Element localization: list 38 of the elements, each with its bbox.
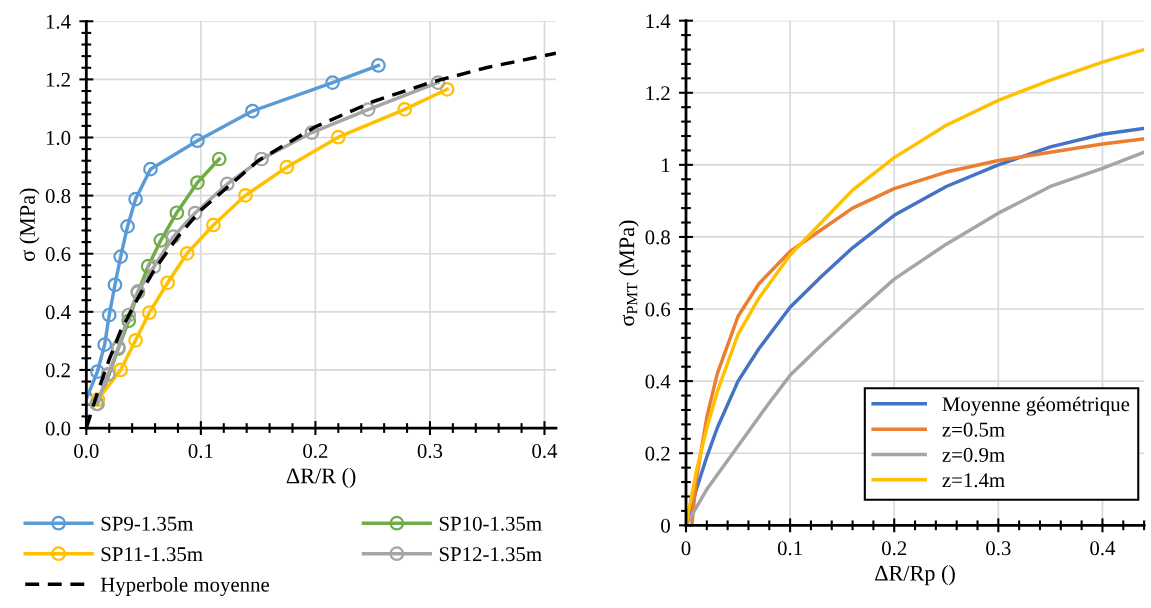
y-tick-label: 1.2 — [46, 72, 70, 87]
x-tick-label: 0.2 — [303, 443, 328, 459]
y-tick-label: 0.6 — [45, 247, 71, 262]
x-axis-title: ΔR/R () — [286, 467, 356, 488]
y-tick-label: 0.6 — [645, 302, 671, 317]
legend-label: SP11-1.35m — [101, 547, 203, 562]
legend-label: z=0.9m — [942, 447, 1005, 463]
legend-label: Hyperbole moyenne — [100, 577, 270, 596]
y-axis-title: σ$_{PMT}$ (MPa) — [618, 220, 639, 326]
legend-label: SP12-1.35m — [439, 547, 542, 562]
legend-label: z=0.5m — [942, 422, 1005, 437]
y-tick-label: 0.4 — [45, 305, 71, 320]
y-tick-label: 0.2 — [45, 363, 70, 378]
y-tick-label: 1.4 — [46, 14, 71, 29]
legend-label: z=1.4m — [942, 473, 1005, 488]
y-tick-label: 1.4 — [646, 14, 671, 29]
x-tick-label: 0.1 — [777, 541, 802, 556]
y-tick-label: 0.8 — [45, 188, 71, 204]
y-tick-label: 0.0 — [45, 421, 71, 436]
y-tick-label: 0.4 — [645, 374, 671, 389]
y-axis-title: σ (MPa) — [19, 188, 40, 261]
y-tick-label: 0.8 — [645, 230, 670, 245]
legend-label: Moyenne géométrique — [942, 396, 1130, 416]
y-tick-label: 1.2 — [646, 86, 670, 101]
x-tick-label: 0.3 — [986, 541, 1011, 556]
x-tick-label: 0.0 — [74, 443, 99, 459]
y-tick-label: 0 — [661, 518, 670, 533]
x-tick-label: 0 — [681, 541, 691, 556]
x-axis-title: ΔR/Rp () — [875, 565, 955, 586]
x-tick-label: 0.3 — [417, 443, 443, 459]
x-tick-label: 0.1 — [188, 443, 213, 459]
y-tick-label: 1.0 — [46, 130, 71, 146]
legend-label: SP10-1.35m — [439, 516, 542, 531]
y-tick-label: 1 — [662, 158, 670, 173]
x-tick-label: 0.4 — [532, 443, 558, 459]
x-tick-label: 0.4 — [1090, 541, 1116, 556]
x-tick-label: 0.2 — [882, 541, 907, 556]
legend-label: SP9-1.35m — [101, 516, 194, 531]
